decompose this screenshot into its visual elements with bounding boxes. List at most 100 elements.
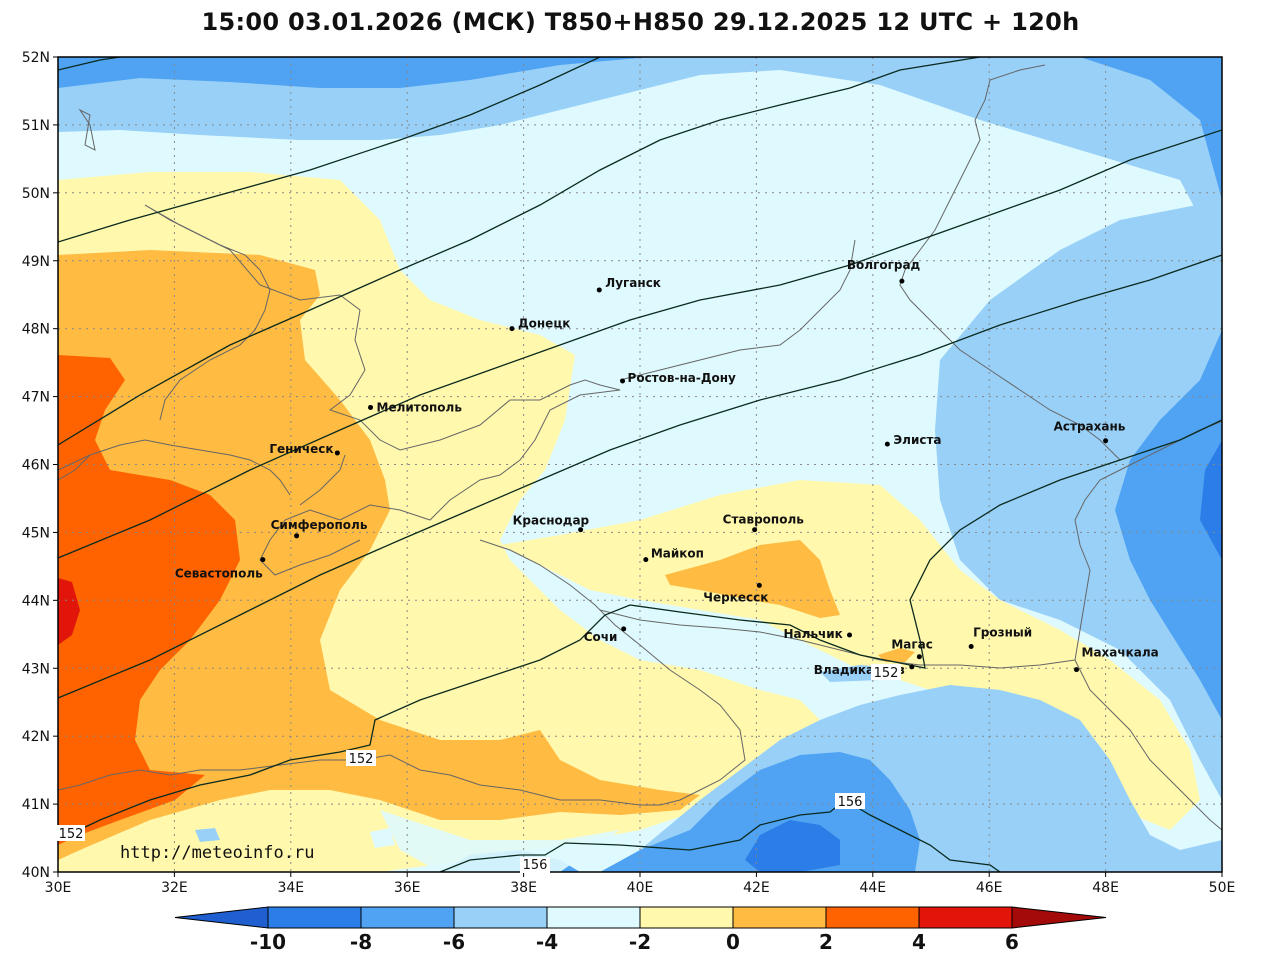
- watermark-url: http://meteoinfo.ru: [120, 843, 314, 863]
- colorbar-segment: [453, 906, 548, 929]
- colorbar-extend-low: [174, 906, 269, 929]
- colorbar-tick-label: -2: [629, 930, 651, 954]
- city-label: Луганск: [605, 276, 661, 290]
- city-dot: [916, 654, 922, 660]
- city-label: Черкесск: [703, 590, 768, 604]
- city-dot: [847, 632, 853, 638]
- city-dot: [368, 404, 374, 410]
- lat-tick-label: 47N: [22, 390, 50, 406]
- city-dot: [596, 287, 602, 293]
- colorbar-extend-high: [1011, 906, 1107, 929]
- lat-tick-label: 41N: [22, 797, 50, 813]
- city-dot: [909, 664, 915, 670]
- city-label: Геническ: [269, 442, 333, 456]
- lon-tick-label: 32E: [161, 880, 188, 896]
- field-warm-west: [58, 250, 700, 860]
- city-label: Махачкала: [1082, 646, 1159, 660]
- lat-tick-label: 40N: [22, 865, 50, 881]
- lat-axis: 52N 51N 50N 49N 48N 47N 46N 45N 44N 43N 42N 41N 40N: [22, 50, 58, 881]
- lat-tick-label: 46N: [22, 458, 50, 474]
- colorbar-tick-label: 6: [1005, 930, 1019, 954]
- colorbar-tick-label: -6: [443, 930, 465, 954]
- city-label: Севастополь: [175, 567, 263, 581]
- colorbar-segment: [546, 906, 641, 929]
- city-label: Нальчик: [784, 627, 843, 641]
- contour-labels: 152 152 152 156 156: [57, 664, 901, 873]
- city-dot: [1103, 438, 1109, 444]
- city-label: Майкоп: [651, 547, 704, 561]
- temperature-field: [58, 57, 1222, 872]
- lon-axis: 30E 32E 34E 36E 38E 40E 42E 44E 46E 48E 50E: [45, 872, 1236, 896]
- city-dot: [260, 557, 266, 563]
- colorbar: -10 -8 -6 -4 -2 0 2 4 6: [174, 906, 1107, 954]
- city-markers: Луганск Донецк Волгоград Ростов-на-Дону Мели…: [175, 258, 1159, 677]
- lon-tick-label: 38E: [510, 880, 537, 896]
- lat-tick-label: 48N: [22, 322, 50, 338]
- city-dot: [1074, 667, 1079, 673]
- colorbar-segment: [825, 906, 920, 929]
- contour-label: 156: [838, 795, 863, 810]
- city-dot: [899, 278, 905, 284]
- city-label: Ростов-на-Дону: [628, 371, 737, 385]
- city-label: Краснодар: [513, 514, 590, 528]
- lat-tick-label: 51N: [22, 118, 50, 134]
- city-label: Мелитополь: [377, 400, 463, 414]
- lon-tick-label: 30E: [45, 880, 72, 896]
- city-label: Ставрополь: [723, 513, 805, 527]
- lat-tick-label: 52N: [22, 50, 50, 66]
- contour-label: 152: [349, 752, 374, 767]
- field-cold-north: [58, 57, 1222, 260]
- city-label: Грозный: [973, 626, 1032, 640]
- lon-tick-label: 34E: [277, 880, 304, 896]
- city-label: Элиста: [893, 433, 941, 447]
- city-dot: [620, 378, 626, 384]
- city-dot: [756, 582, 762, 588]
- contour-label: 152: [874, 666, 899, 681]
- lon-tick-label: 44E: [859, 880, 886, 896]
- colorbar-segment: [639, 906, 734, 929]
- field-cold-east: [935, 200, 1222, 800]
- lon-tick-label: 50E: [1209, 880, 1236, 896]
- colorbar-segment: [267, 906, 362, 929]
- lat-tick-label: 42N: [22, 729, 50, 745]
- city-dot: [294, 533, 300, 539]
- city-dot: [643, 557, 649, 563]
- city-dot: [884, 441, 890, 447]
- city-label: Симферополь: [271, 518, 368, 532]
- lon-tick-label: 36E: [394, 880, 421, 896]
- colorbar-tick-label: 0: [726, 930, 740, 954]
- city-label: Магас: [891, 638, 933, 652]
- map-title: 15:00 03.01.2026 (МСК) T850+H850 29.12.2…: [201, 8, 1080, 36]
- colorbar-tick-label: -10: [250, 930, 286, 954]
- city-label: Астрахань: [1054, 420, 1126, 434]
- city-dot: [578, 527, 584, 533]
- city-dot: [752, 527, 758, 533]
- lat-tick-label: 49N: [22, 254, 50, 270]
- city-dot: [334, 450, 340, 456]
- contour-label: 156: [523, 858, 548, 873]
- city-label: Донецк: [518, 317, 570, 331]
- field-colder-north: [58, 57, 650, 88]
- colorbar-tick-label: 4: [912, 930, 926, 954]
- lon-tick-label: 48E: [1092, 880, 1119, 896]
- lat-tick-label: 44N: [22, 593, 50, 609]
- city-dot: [621, 626, 627, 632]
- lon-tick-label: 46E: [976, 880, 1003, 896]
- city-label: Сочи: [584, 630, 618, 644]
- height-isolines: [58, 57, 1222, 872]
- lon-tick-label: 42E: [743, 880, 770, 896]
- city-dot: [968, 644, 974, 650]
- colorbar-tick-label: -8: [350, 930, 372, 954]
- contour-label: 152: [59, 827, 84, 842]
- city-dot: [509, 326, 515, 332]
- coastlines: [58, 64, 1222, 831]
- colorbar-segment: [732, 906, 827, 929]
- lat-tick-label: 50N: [22, 186, 50, 202]
- colorbar-tick-label: -4: [536, 930, 558, 954]
- colorbar-tick-label: 2: [819, 930, 833, 954]
- lon-tick-label: 40E: [627, 880, 654, 896]
- city-label: Волгоград: [847, 258, 921, 272]
- lat-tick-label: 43N: [22, 661, 50, 677]
- colorbar-segment: [360, 906, 455, 929]
